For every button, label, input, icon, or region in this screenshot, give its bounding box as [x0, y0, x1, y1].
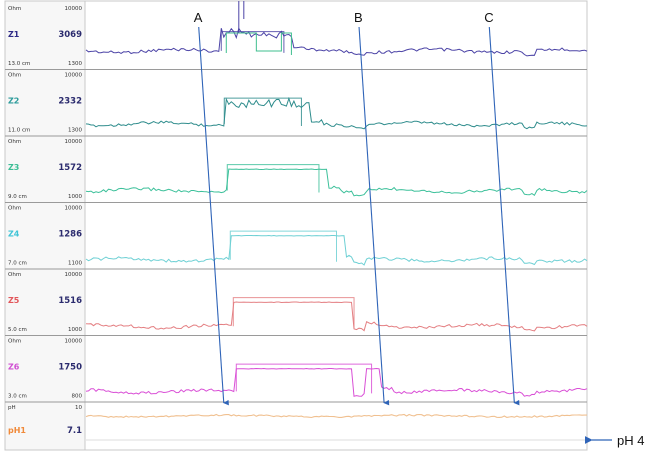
channel-group: Ohm 10000 Z1 3069 13.0 cm 1300 Ohm 10000 Z2 2332 1… [5, 1, 588, 403]
unit-label: Ohm [8, 73, 21, 79]
channel-trace [85, 27, 588, 57]
channel-trace [85, 367, 588, 397]
marker-label-a: A [194, 10, 203, 25]
channel-z4: Ohm 10000 Z4 1286 7.0 cm 1100 [5, 206, 588, 270]
unit-label: Ohm [8, 139, 21, 145]
channel-value: 3069 [58, 30, 82, 40]
channel-name: Z5 [8, 296, 20, 305]
channel-z6: Ohm 10000 Z6 1750 3.0 cm 800 [5, 339, 588, 403]
marker-label-b: B [354, 10, 363, 25]
channel-name: Z3 [8, 163, 19, 172]
ph-trace [85, 413, 587, 419]
unit-label: Ohm [8, 339, 21, 345]
plateau-outline [235, 363, 373, 394]
channel-value: 2332 [58, 97, 82, 107]
position-label: 11.0 cm [8, 128, 30, 134]
plateau-outline [229, 230, 337, 262]
ph4-label: pH 4 [617, 433, 644, 448]
channel-z5: Ohm 10000 Z5 1516 5.0 cm 1000 [5, 272, 588, 336]
channel-z3: Ohm 10000 Z3 1572 9.0 cm 1000 [5, 139, 588, 203]
ph-channel-name: pH1 [8, 426, 26, 435]
ph-channel: pH 10 pH1 7.1 [8, 405, 587, 441]
position-label: 13.0 cm [8, 61, 30, 67]
position-label: 5.0 cm [8, 327, 27, 333]
axis-top-label: 10000 [65, 339, 83, 345]
channel-name: Z4 [8, 230, 20, 239]
position-label: 9.0 cm [8, 194, 27, 200]
channel-name: Z6 [8, 363, 20, 372]
position-label: 3.0 cm [8, 394, 27, 400]
channel-value: 1516 [58, 296, 82, 306]
unit-label: Ohm [8, 6, 21, 12]
channel-trace [85, 168, 588, 197]
ph-unit-label: pH [8, 405, 16, 411]
channel-z1: Ohm 10000 Z1 3069 13.0 cm 1300 [5, 1, 588, 70]
channel-name: Z2 [8, 97, 19, 106]
channel-trace [85, 96, 588, 130]
axis-top-label: 10000 [65, 206, 83, 212]
axis-top-label: 10000 [65, 6, 83, 12]
channel-value: 1572 [58, 163, 82, 173]
channel-trace [85, 301, 588, 332]
axis-top-label: 10000 [65, 139, 83, 145]
axis-top-label: 10000 [65, 73, 83, 79]
axis-bottom-label: 1100 [68, 261, 82, 267]
plateau-outline [223, 97, 302, 127]
axis-bottom-label: 800 [72, 394, 83, 400]
marker-group: A B C [194, 10, 520, 406]
axis-bottom-label: 1300 [68, 61, 82, 67]
axis-bottom-label: 1000 [68, 327, 82, 333]
ph-axis-top-label: 10 [75, 405, 82, 411]
axis-top-label: 10000 [65, 272, 83, 278]
channel-name: Z1 [8, 30, 20, 39]
unit-label: Ohm [8, 272, 21, 278]
marker-arrow-c [488, 26, 520, 406]
marker-arrow-a [198, 26, 229, 406]
label-column [4, 0, 86, 451]
plateau-outline [232, 297, 355, 329]
marker-label-c: C [484, 10, 493, 25]
ph-channel-value: 7.1 [67, 426, 82, 436]
plateau-outline [220, 31, 285, 53]
position-label: 7.0 cm [8, 261, 27, 267]
axis-bottom-label: 1000 [68, 194, 82, 200]
channel-z2: Ohm 10000 Z2 2332 11.0 cm 1300 [5, 73, 588, 137]
unit-label: Ohm [8, 206, 21, 212]
axis-bottom-label: 1300 [68, 128, 82, 134]
plateau-outline [226, 164, 320, 193]
marker-arrow-b [358, 26, 390, 406]
chart-frame [4, 0, 588, 451]
bolus-trace [225, 32, 292, 55]
channel-value: 1750 [58, 363, 82, 373]
channel-value: 1286 [58, 230, 82, 240]
